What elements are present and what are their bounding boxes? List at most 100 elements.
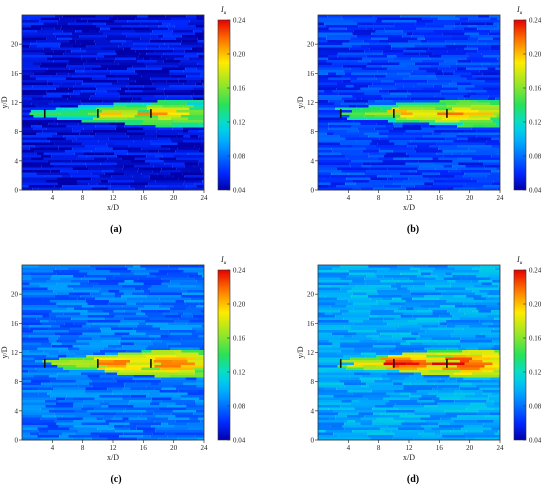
turbulence-field	[318, 265, 500, 441]
x-tick-label: 20	[466, 194, 474, 202]
x-tick-label: 4	[51, 194, 55, 202]
x-axis-label: x/D	[107, 453, 119, 462]
colorbar-tick-label: 0.20	[529, 51, 542, 59]
x-tick-label: 4	[347, 444, 351, 452]
y-tick-label: 8	[311, 378, 315, 386]
colorbar-tick-label: 0.08	[529, 153, 542, 161]
panel-3: 4 8 12 16 20 24 0 4 8 12 16 20 x/D y/D 0.04 0.08 0.12 0.1…	[296, 255, 542, 485]
y-tick-label: 0	[311, 437, 315, 445]
x-tick-label: 8	[81, 194, 85, 202]
x-tick-label: 16	[140, 194, 148, 202]
x-tick-label: 4	[51, 444, 55, 452]
x-tick-label: 16	[436, 194, 444, 202]
x-tick-label: 12	[110, 444, 118, 452]
colorbar	[513, 19, 527, 191]
panel-caption: (d)	[407, 474, 419, 485]
panel-caption: (c)	[110, 474, 121, 485]
y-axis-label: y/D	[0, 346, 9, 358]
colorbar-tick-label: 0.04	[233, 187, 246, 195]
y-tick-label: 16	[11, 320, 19, 328]
y-tick-label: 12	[11, 349, 19, 357]
y-tick-label: 20	[11, 291, 19, 299]
y-tick-label: 16	[307, 320, 315, 328]
colorbar-tick-label: 0.24	[529, 17, 542, 25]
colorbar-title: Iu	[220, 255, 227, 266]
colorbar-tick-label: 0.24	[233, 17, 246, 25]
x-tick-label: 24	[201, 444, 209, 452]
colorbar	[513, 269, 527, 441]
y-axis-label: y/D	[0, 96, 9, 108]
panel-caption: (b)	[407, 224, 419, 235]
y-tick-label: 4	[311, 157, 315, 165]
colorbar-tick-label: 0.08	[529, 403, 542, 411]
colorbar-title: Iu	[516, 255, 523, 266]
colorbar-tick-label: 0.12	[529, 369, 542, 377]
y-axis-label: y/D	[296, 96, 305, 108]
colorbar-tick-label: 0.08	[233, 403, 246, 411]
colorbar-tick-label: 0.08	[233, 153, 246, 161]
y-tick-label: 20	[307, 291, 315, 299]
colorbar-tick-label: 0.16	[233, 85, 246, 93]
y-tick-label: 20	[307, 41, 315, 49]
panel-0: 4 8 12 16 20 24 0 4 8 12 16 20 x/D y/D 0.04 0.08 0.12 0.1…	[0, 5, 246, 235]
colorbar-title: Iu	[516, 5, 523, 16]
panel-1: 4 8 12 16 20 24 0 4 8 12 16 20 x/D y/D 0.04 0.08 0.12 0.1…	[296, 5, 542, 235]
x-tick-label: 12	[406, 444, 414, 452]
y-tick-label: 16	[11, 70, 19, 78]
colorbar-tick-label: 0.04	[529, 437, 542, 445]
y-tick-label: 20	[11, 41, 19, 49]
y-tick-label: 0	[15, 437, 19, 445]
turbulence-field	[22, 15, 205, 191]
colorbar-tick-label: 0.24	[233, 267, 246, 275]
y-axis-label: y/D	[296, 346, 305, 358]
x-tick-label: 12	[406, 194, 414, 202]
x-axis-label: x/D	[403, 203, 415, 212]
colorbar-tick-label: 0.04	[233, 437, 246, 445]
x-tick-label: 16	[436, 444, 444, 452]
y-tick-label: 12	[307, 349, 315, 357]
colorbar-tick-label: 0.20	[529, 301, 542, 309]
y-tick-label: 0	[311, 187, 315, 195]
y-tick-label: 16	[307, 70, 315, 78]
x-tick-label: 8	[377, 444, 381, 452]
y-tick-label: 8	[311, 128, 315, 136]
colorbar-tick-label: 0.04	[529, 187, 542, 195]
panel-caption: (a)	[110, 224, 122, 235]
colorbar-tick-label: 0.20	[233, 301, 246, 309]
y-tick-label: 4	[311, 407, 315, 415]
colorbar-title: Iu	[220, 5, 227, 16]
y-tick-label: 4	[15, 157, 19, 165]
colorbar	[217, 19, 231, 191]
x-tick-label: 8	[377, 194, 381, 202]
colorbar-tick-label: 0.20	[233, 51, 246, 59]
x-axis-label: x/D	[403, 453, 415, 462]
turbulence-field	[22, 265, 205, 441]
colorbar-tick-label: 0.16	[233, 335, 246, 343]
y-tick-label: 12	[11, 99, 19, 107]
y-tick-label: 12	[307, 99, 315, 107]
colorbar-tick-label: 0.12	[233, 369, 246, 377]
turbulence-field	[318, 15, 500, 191]
y-tick-label: 0	[15, 187, 19, 195]
colorbar	[217, 269, 231, 441]
x-tick-label: 24	[497, 194, 505, 202]
x-tick-label: 4	[347, 194, 351, 202]
x-tick-label: 20	[170, 194, 178, 202]
colorbar-tick-label: 0.12	[233, 119, 246, 127]
x-tick-label: 16	[140, 444, 148, 452]
x-tick-label: 20	[466, 444, 474, 452]
x-tick-label: 24	[497, 444, 505, 452]
colorbar-tick-label: 0.16	[529, 85, 542, 93]
x-tick-label: 20	[170, 444, 178, 452]
x-tick-label: 24	[201, 194, 209, 202]
y-tick-label: 8	[15, 128, 19, 136]
colorbar-tick-label: 0.12	[529, 119, 542, 127]
colorbar-tick-label: 0.24	[529, 267, 542, 275]
y-tick-label: 8	[15, 378, 19, 386]
x-axis-label: x/D	[107, 203, 119, 212]
x-tick-label: 8	[81, 444, 85, 452]
y-tick-label: 4	[15, 407, 19, 415]
x-tick-label: 12	[110, 194, 118, 202]
panel-2: 4 8 12 16 20 24 0 4 8 12 16 20 x/D y/D 0.04 0.08 0.12 0.1…	[0, 255, 246, 485]
